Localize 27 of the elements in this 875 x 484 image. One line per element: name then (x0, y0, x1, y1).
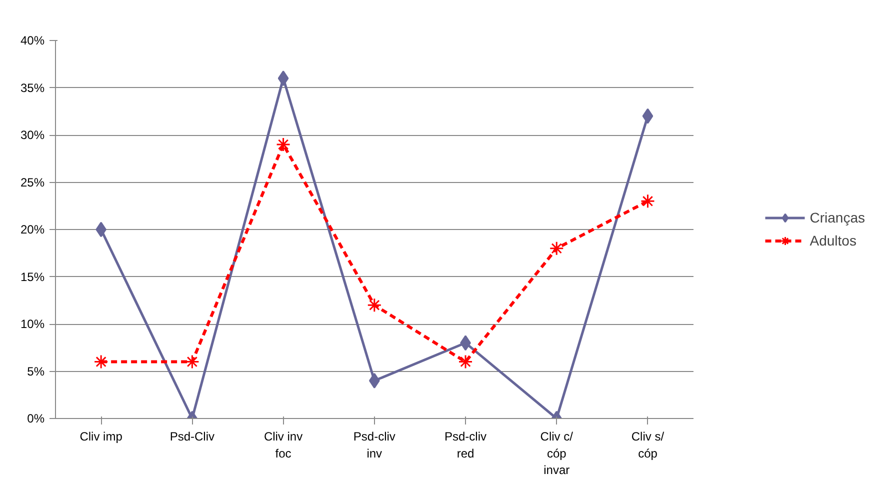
point (640, 194, 655, 208)
y-tick-label: 20% (20, 222, 45, 236)
y-tick-label: 0% (27, 412, 45, 426)
x-tick-label: Cliv c/ cóp invar (540, 430, 574, 478)
x-tick-label: Cliv inv foc (264, 430, 303, 460)
y-tick-label: 35% (20, 80, 45, 95)
y-tick-label: 15% (20, 270, 45, 284)
point (458, 354, 473, 370)
x-tick-label: Psd-cliv inv (353, 430, 396, 460)
x-tick-label: Psd-Cliv (170, 430, 215, 444)
point (549, 241, 564, 256)
x-tick-label: Psd-cliv red (444, 430, 487, 460)
point (94, 354, 108, 370)
legend-label: Crianças (810, 210, 865, 226)
y-tick-label: 25% (20, 175, 45, 190)
x-tick-label: Cliv imp (80, 430, 123, 444)
point (278, 70, 289, 86)
point (368, 372, 380, 388)
point (642, 108, 654, 124)
y-tick-label: 5% (27, 364, 45, 378)
point (276, 137, 291, 152)
y-tick-label: 30% (20, 128, 45, 142)
legend-label: Adultos (810, 232, 856, 248)
point (367, 298, 382, 312)
y-tick-label: 40% (20, 34, 45, 48)
y-tick-label: 10% (20, 317, 45, 331)
x-tick-label: Cliv s/ cóp (631, 430, 665, 460)
